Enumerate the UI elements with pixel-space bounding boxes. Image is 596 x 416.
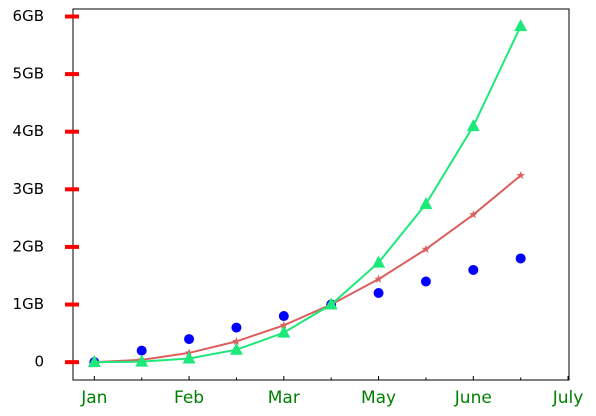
point [421,244,431,253]
point [135,354,149,367]
point [278,311,289,322]
point [514,19,528,32]
y-tick-label: 1GB [13,295,44,313]
y-tick-label: 0 [34,353,44,371]
point [468,264,479,275]
y-tick-label: 6GB [13,7,44,25]
series-line [94,25,522,364]
point [136,345,147,356]
point [515,253,526,264]
x-tick-label: Feb [174,388,204,408]
x-tick-label: July [552,388,584,408]
point [231,322,242,333]
point [373,288,384,299]
point [279,320,289,329]
x-tick-label: June [454,388,492,408]
x-tick-label: Jan [80,388,107,408]
point [516,170,525,180]
y-tick-label: 2GB [13,237,44,255]
point [374,274,383,283]
x-tick-label: Mar [268,388,300,408]
series-line [94,174,522,364]
point [184,334,195,345]
point [419,197,433,210]
point [182,351,196,364]
point [232,336,241,346]
x-tick-label: May [361,388,396,408]
point [420,276,431,287]
point [229,342,243,355]
y-tick-label: 5GB [13,65,44,83]
point [277,325,291,338]
point [372,255,386,268]
point [324,297,338,310]
point [87,355,101,368]
y-tick-label: 4GB [13,122,44,140]
point [466,119,480,132]
point [469,210,478,219]
y-tick-label: 3GB [13,180,44,198]
axes-frame [72,8,570,381]
